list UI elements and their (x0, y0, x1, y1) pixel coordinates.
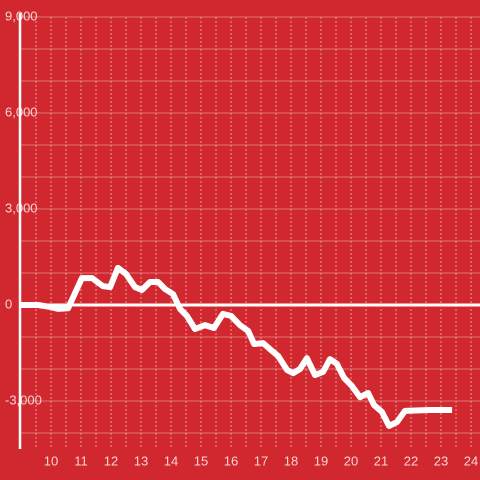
y-tick-label: -3,000 (5, 392, 42, 407)
x-tick-label: 12 (104, 453, 118, 468)
x-tick-label: 19 (314, 453, 328, 468)
x-tick-label: 14 (164, 453, 178, 468)
x-tick-label: 13 (134, 453, 148, 468)
x-tick-label: 21 (374, 453, 388, 468)
x-tick-label: 23 (434, 453, 448, 468)
x-tick-label: 22 (404, 453, 418, 468)
y-tick-label: 3,000 (5, 200, 38, 215)
y-tick-label: 9,000 (5, 8, 38, 23)
x-tick-label: 17 (254, 453, 268, 468)
data-line (21, 264, 453, 429)
y-tick-label: 6,000 (5, 104, 38, 119)
x-tick-label: 11 (74, 453, 88, 468)
x-tick-label: 20 (344, 453, 358, 468)
x-tick-label: 10 (44, 453, 58, 468)
x-tick-label: 24 (464, 453, 478, 468)
x-tick-label: 15 (194, 453, 208, 468)
x-tick-label: 16 (224, 453, 238, 468)
x-tick-label: 18 (284, 453, 298, 468)
y-tick-label: 0 (5, 296, 12, 311)
